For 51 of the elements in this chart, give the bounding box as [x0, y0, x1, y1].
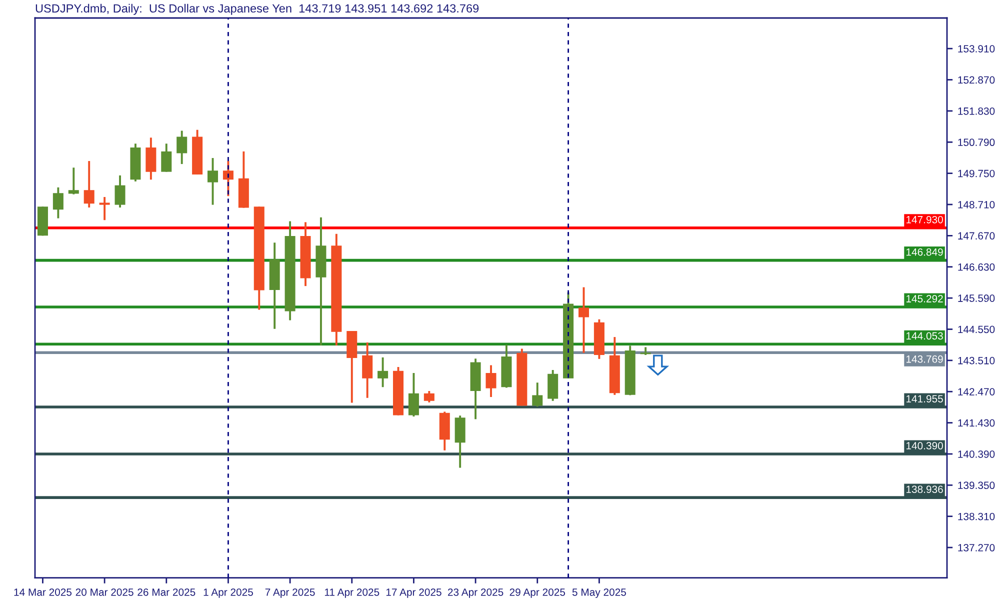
ref-line-label: 143.769	[906, 355, 943, 363]
x-tick-label: 7 Apr 2025	[265, 588, 315, 598]
x-tick-label: 5 May 2025	[572, 588, 626, 598]
x-tick-label: 14 Mar 2025	[14, 588, 72, 596]
candlestick	[99, 196, 110, 222]
x-tick-label: 1 Apr 2025	[204, 588, 253, 598]
candlestick	[378, 356, 388, 388]
x-tick-label: 26 Mar 2025	[138, 588, 196, 596]
ref-line-label: 144.053	[906, 332, 943, 340]
y-tick-label: 138.310	[958, 512, 995, 520]
x-tick-label: 17 Apr 2025	[386, 588, 442, 598]
y-tick-label: 150.790	[958, 138, 995, 146]
x-tick-label: 29 Apr 2025	[510, 588, 566, 598]
x-tick-label: 11 Apr 2025	[324, 588, 380, 598]
y-tick-label: 143.510	[958, 356, 995, 364]
candlestick	[424, 390, 434, 404]
candlestick	[532, 382, 543, 408]
ref-line-label: 147.930	[906, 216, 943, 224]
y-tick-label: 147.670	[958, 232, 995, 240]
y-tick-label: 139.350	[958, 482, 995, 490]
ref-line-label: 140.390	[906, 442, 943, 450]
y-tick-label: 137.270	[958, 544, 995, 552]
candlestick	[52, 186, 64, 220]
ref-line-label: 145.292	[906, 295, 943, 302]
y-tick-label: 149.750	[958, 170, 995, 178]
candlestick	[68, 166, 79, 196]
candlestick	[208, 157, 218, 206]
y-tick-label: 141.430	[958, 419, 995, 427]
ref-line-label: 138.936	[906, 486, 943, 494]
x-tick-label: 20 Mar 2025	[76, 588, 134, 596]
y-tick-label: 151.830	[958, 107, 995, 115]
y-tick-label: 140.390	[958, 450, 995, 458]
y-tick-label: 142.470	[958, 388, 995, 396]
y-tick-label: 153.910	[958, 45, 995, 52]
candlestick	[362, 341, 373, 399]
y-tick-label: 148.710	[958, 201, 995, 208]
candlestick	[114, 174, 126, 208]
chart-title: USDJPY.dmb, Daily: US Dollar vs Japanese Yen 143.719 143.951 143.692 143.769	[36, 4, 479, 15]
y-tick-label: 152.870	[958, 76, 995, 84]
candlestick	[486, 364, 496, 398]
candlestick	[408, 372, 419, 418]
ref-line-label: 146.849	[906, 248, 943, 256]
candlestick	[161, 142, 172, 173]
x-tick-label: 23 Apr 2025	[448, 588, 504, 598]
candlestick	[176, 130, 188, 165]
candlestick	[84, 160, 94, 208]
y-tick-label: 144.550	[958, 326, 995, 334]
candlestick	[578, 286, 589, 354]
y-tick-label: 145.590	[958, 294, 995, 302]
ref-line-label: 141.955	[906, 395, 943, 402]
y-tick-label: 146.630	[958, 263, 995, 271]
